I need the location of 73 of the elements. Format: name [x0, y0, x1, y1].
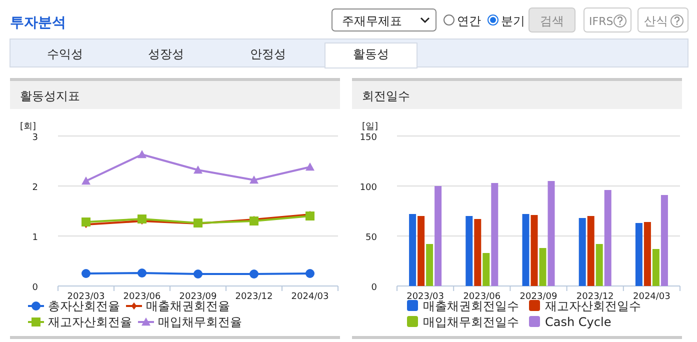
point: [138, 268, 146, 278]
legend-label: 매입채무회전율: [158, 315, 242, 329]
y-tick-label: 1: [32, 233, 38, 243]
bar: [604, 190, 612, 286]
bar: [578, 218, 586, 286]
y-tick-label: 50: [366, 233, 378, 243]
legend-label: 재고자산회전율: [48, 315, 132, 329]
bar: [539, 248, 546, 286]
point: [194, 270, 202, 278]
x-tick-label: 2023/12: [235, 292, 273, 302]
y-axis-title: [일]: [362, 122, 378, 132]
x-tick-label: 2023/09: [520, 292, 558, 302]
bar: [474, 219, 482, 286]
bar: [596, 244, 603, 286]
y-tick-label: 0: [32, 283, 38, 293]
x-tick-label: 2023/03: [406, 292, 444, 302]
x-tick-label: 2023/06: [123, 292, 161, 302]
bar: [644, 222, 651, 286]
text: 산식: [644, 14, 668, 28]
y-axis-title: [회]: [20, 122, 36, 132]
point: [82, 269, 90, 278]
bar: [587, 216, 594, 286]
bar: [418, 216, 425, 286]
text: 활동성: [353, 47, 389, 61]
point: [250, 270, 258, 278]
point: [82, 218, 90, 226]
bar: [530, 215, 538, 286]
point: [82, 176, 90, 185]
text: 투자분석: [10, 15, 66, 31]
x-tick-label: 2023/12: [576, 292, 614, 302]
x-tick-label: 2023/09: [179, 292, 217, 302]
point: [138, 214, 146, 224]
chart-title: 활동성지표: [20, 89, 80, 103]
y-tick-label: 2: [32, 183, 38, 193]
bar: [660, 195, 668, 286]
point: [250, 176, 258, 184]
text: 성장성: [148, 47, 184, 61]
bar: [491, 183, 498, 286]
y-tick-label: 100: [360, 183, 378, 193]
bar: [548, 181, 555, 286]
legend-label: 매출채권회전일수: [423, 299, 519, 313]
bar: [522, 214, 530, 286]
y-tick-label: 150: [360, 133, 378, 143]
text: 검색: [540, 14, 564, 28]
bar: [409, 214, 416, 286]
text: 주재무제표: [342, 14, 402, 28]
bar: [482, 253, 490, 286]
x-tick-label: 2024/03: [633, 292, 670, 302]
point: [306, 269, 314, 278]
legend-label: Cash Cycle: [545, 315, 612, 329]
legend-label: 매입채무회전일수: [423, 315, 519, 329]
legend-label: 재고자산회전일수: [545, 299, 641, 313]
bar: [434, 186, 442, 286]
bar: [652, 249, 660, 286]
y-tick-label: 0: [371, 283, 378, 293]
legend-label: 총자산회전율: [48, 299, 120, 313]
bar: [466, 216, 473, 286]
bar: [635, 223, 642, 286]
point: [194, 166, 202, 174]
point: [138, 150, 146, 158]
text: 안정성: [250, 47, 286, 61]
x-tick-label: 2023/03: [67, 292, 105, 302]
text: 연간: [457, 14, 481, 28]
x-tick-label: 2023/06: [463, 292, 501, 302]
text: 분기: [501, 14, 525, 28]
point: [306, 162, 314, 171]
x-tick-label: 2024/03: [291, 292, 329, 302]
chart-title: 회전일수: [362, 89, 410, 103]
text: 수익성: [47, 47, 83, 61]
legend-label: 매출채권회전율: [146, 299, 230, 313]
y-tick-label: 3: [32, 133, 38, 143]
bar: [426, 244, 434, 286]
text: IFRS: [589, 15, 614, 28]
